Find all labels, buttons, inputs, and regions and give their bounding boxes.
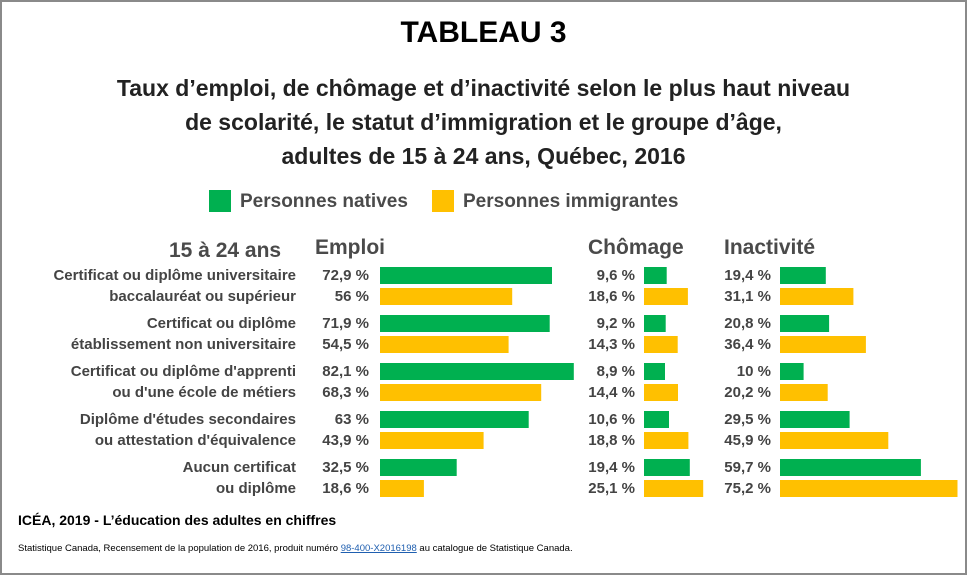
data-label: 14,3 % [588,336,635,353]
data-label: 18,8 % [588,432,635,449]
data-label: 43,9 % [322,432,369,449]
data-label: 31,1 % [724,288,771,305]
bar-inactivite-natives [780,315,830,332]
bar-emploi-immigrants [380,432,484,449]
data-label: 9,2 % [597,315,635,332]
data-label: 75,2 % [724,480,771,497]
bar-inactivite-immigrants [780,384,828,401]
category-label: ou d'une école de métiers [112,384,296,401]
data-label: 71,9 % [322,315,369,332]
source-main: ICÉA, 2019 - L’éducation des adultes en … [18,512,337,528]
data-label: 18,6 % [588,288,635,305]
source-note-text-after: au catalogue de Statistique Canada. [416,543,573,554]
panel-header-inactivite: Inactivité [724,236,816,259]
data-label: 68,3 % [322,384,369,401]
data-label: 56 % [335,288,369,305]
legend-label-natives: Personnes natives [240,191,408,212]
data-label: 32,5 % [322,459,369,476]
data-label: 18,6 % [322,480,369,497]
category-label: Certificat ou diplôme d'apprenti [71,363,296,380]
data-label: 72,9 % [322,267,369,284]
category-label: Aucun certificat [183,459,296,476]
legend-swatch-immigrants [432,190,454,212]
bar-emploi-immigrants [380,336,509,353]
bar-inactivite-natives [780,267,826,284]
data-label: 9,6 % [597,267,635,284]
data-label: 20,8 % [724,315,771,332]
category-label: ou diplôme [216,480,296,497]
chart-subtitle-line-1: Taux d’emploi, de chômage et d’inactivit… [116,75,851,101]
bar-chomage-natives [644,411,669,428]
bar-emploi-immigrants [380,384,542,401]
bar-inactivite-natives [780,411,850,428]
source-link[interactable]: 98-400-X2016198 [340,543,417,554]
category-label: Certificat ou diplôme [147,315,296,332]
data-label: 14,4 % [588,384,635,401]
data-label: 19,4 % [588,459,635,476]
panel-header-chomage: Chômage [588,236,684,259]
legend-swatch-natives [209,190,231,212]
bar-chomage-immigrants [644,336,678,353]
data-label: 19,4 % [724,267,771,284]
bar-chomage-immigrants [644,288,688,305]
data-label: 63 % [335,411,369,428]
bar-emploi-natives [380,411,529,428]
source-note: Statistique Canada, Recensement de la po… [18,543,573,554]
bar-inactivite-immigrants [780,336,866,353]
data-label: 8,9 % [597,363,635,380]
data-label: 59,7 % [724,459,771,476]
bar-emploi-natives [380,315,550,332]
bar-chomage-natives [644,363,665,380]
bar-chomage-natives [644,315,666,332]
data-label: 20,2 % [724,384,771,401]
chart-subtitle-line-2: de scolarité, le statut d’immigration et… [185,109,782,135]
bar-chomage-immigrants [644,432,689,449]
bar-emploi-immigrants [380,480,424,497]
chart-subtitle-line-3: adultes de 15 à 24 ans, Québec, 2016 [281,143,686,169]
bar-chomage-immigrants [644,384,678,401]
bar-inactivite-natives [780,459,921,476]
category-label: baccalauréat ou supérieur [109,288,296,305]
bar-chomage-natives [644,459,690,476]
data-label: 54,5 % [322,336,369,353]
panel-header-emploi: Emploi [315,236,386,259]
bar-emploi-natives [380,459,457,476]
data-label: 29,5 % [724,411,771,428]
data-label: 10,6 % [588,411,635,428]
data-label: 45,9 % [724,432,771,449]
bar-emploi-natives [380,363,574,380]
data-label: 25,1 % [588,480,635,497]
category-label: ou attestation d'équivalence [95,432,296,449]
bar-inactivite-natives [780,363,804,380]
category-label: Certificat ou diplôme universitaire [53,267,296,284]
chart-title: TABLEAU 3 [400,16,567,49]
category-label: établissement non universitaire [71,336,296,353]
bar-emploi-natives [380,267,552,284]
legend-label-immigrants: Personnes immigrantes [463,191,679,212]
data-label: 36,4 % [724,336,771,353]
data-label: 82,1 % [322,363,369,380]
group-label: 15 à 24 ans [169,239,282,262]
bar-inactivite-immigrants [780,432,889,449]
bar-chomage-immigrants [644,480,704,497]
bar-inactivite-immigrants [780,288,854,305]
data-label: 10 % [737,363,771,380]
category-label: Diplôme d'études secondaires [80,411,296,428]
bar-chomage-natives [644,267,667,284]
source-note-text-before: Statistique Canada, Recensement de la po… [18,543,341,554]
bar-emploi-immigrants [380,288,513,305]
bar-inactivite-immigrants [780,480,958,497]
